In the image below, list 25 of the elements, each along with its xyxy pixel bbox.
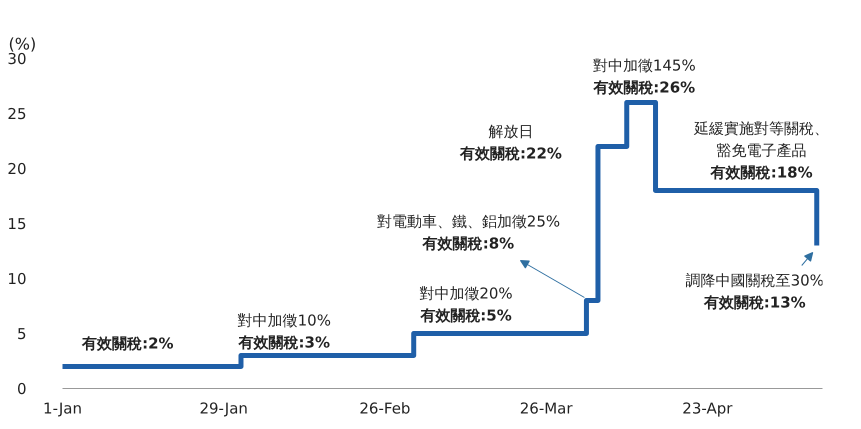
annotation: 有效關稅:26% bbox=[592, 78, 696, 96]
x-tick-label: 23-Apr bbox=[682, 400, 734, 418]
x-tick-label: 1-Jan bbox=[43, 400, 82, 418]
x-tick-label: 26-Mar bbox=[520, 400, 574, 418]
annotation: 對中加徵10% bbox=[238, 312, 331, 330]
annotation: 有效關稅:18% bbox=[710, 164, 813, 182]
annotation: 有效關稅:2% bbox=[81, 334, 174, 352]
annotation: 對中加徵145% bbox=[592, 56, 696, 74]
annotation: 對中加徵20% bbox=[419, 284, 513, 302]
annotation: 有效關稅:13% bbox=[702, 294, 806, 312]
x-tick-label: 26-Feb bbox=[359, 400, 410, 418]
annotation: 有效關稅:8% bbox=[422, 234, 514, 252]
annotation: 有效關稅:22% bbox=[459, 144, 562, 162]
y-tick-label: 0 bbox=[16, 380, 27, 398]
y-tick-label: 10 bbox=[7, 270, 27, 288]
y-tick-label: 25 bbox=[7, 105, 27, 123]
x-tick-label: 29-Jan bbox=[199, 400, 248, 418]
annotation: 有效關稅:5% bbox=[419, 306, 512, 324]
annotation: 對電動車、鐵、鋁加徵25% bbox=[376, 212, 560, 230]
annotation: 有效關稅:3% bbox=[238, 334, 330, 352]
y-tick-label: 20 bbox=[7, 160, 27, 178]
y-tick-label: 15 bbox=[7, 215, 27, 233]
y-tick-label: 5 bbox=[16, 325, 27, 343]
annotation: 解放日 bbox=[488, 122, 534, 140]
annotation: 延緩實施對等關稅、豁免電子產品 bbox=[693, 120, 830, 160]
